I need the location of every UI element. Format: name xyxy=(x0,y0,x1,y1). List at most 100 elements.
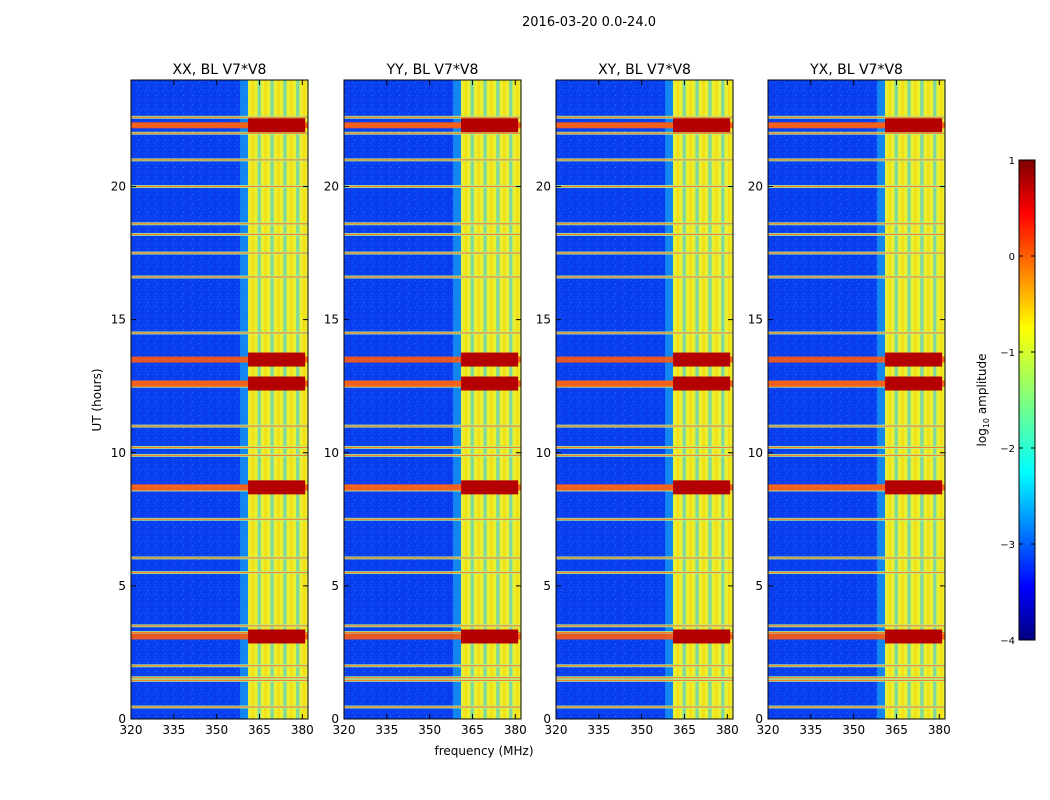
rfi-line-core xyxy=(768,631,945,633)
y-tick-label: 0 xyxy=(755,712,763,726)
rfi-line-core xyxy=(556,665,733,667)
rfi-line-core xyxy=(131,332,308,334)
colorbar-gradient xyxy=(1018,159,1036,641)
rfi-line-core xyxy=(344,276,521,278)
strong-rfi-line xyxy=(131,356,308,363)
band-column-core xyxy=(515,80,519,719)
y-tick-label: 15 xyxy=(748,313,763,327)
strong-rfi-line xyxy=(344,633,521,640)
heatmap-image xyxy=(131,80,308,719)
panel-title: XX, BL V7*V8 xyxy=(173,62,267,78)
rfi-line-core xyxy=(131,446,308,448)
rfi-line-core xyxy=(768,518,945,520)
strong-rfi-band xyxy=(885,352,943,367)
strong-rfi-band xyxy=(461,480,519,495)
y-tick-label: 10 xyxy=(748,446,763,460)
rfi-line-core xyxy=(344,572,521,574)
rfi-line-core xyxy=(556,446,733,448)
rfi-line-core xyxy=(556,625,733,627)
x-tick-label: 380 xyxy=(716,723,739,737)
x-tick-label: 350 xyxy=(418,723,441,737)
rfi-line-core xyxy=(131,252,308,254)
band-column-core xyxy=(702,80,705,719)
strong-rfi-line xyxy=(344,356,521,363)
strong-rfi-band xyxy=(673,118,731,133)
strong-rfi-line xyxy=(768,633,945,640)
x-axis-label: frequency (MHz) xyxy=(434,744,533,758)
x-tick-label: 365 xyxy=(885,723,908,737)
band-column-core xyxy=(888,80,892,719)
rfi-line-core xyxy=(131,186,308,187)
rfi-line-core xyxy=(131,425,308,427)
y-tick-label: 15 xyxy=(111,313,126,327)
rfi-line-core xyxy=(131,159,308,161)
band-edge xyxy=(877,80,888,719)
strong-rfi-band xyxy=(673,376,731,391)
y-tick-label: 0 xyxy=(331,712,339,726)
strong-rfi-band xyxy=(461,629,519,644)
rfi-line-core xyxy=(131,454,308,456)
band-edge xyxy=(240,80,251,719)
band-column-core xyxy=(464,80,468,719)
band-column-core xyxy=(676,80,680,719)
rfi-line-core xyxy=(131,679,308,681)
band-column-core xyxy=(490,80,493,719)
panel-xy: XY, BL V7*V8 320 335 350 365 380 0 5 10 15 20 xyxy=(536,62,739,737)
rfi-line-core xyxy=(131,233,308,235)
rfi-line-core xyxy=(131,625,308,627)
rfi-line-core xyxy=(344,223,521,225)
y-tick-label: 5 xyxy=(755,579,763,593)
strong-rfi-line xyxy=(768,122,945,129)
rfi-line-core xyxy=(556,454,733,456)
rfi-line-core xyxy=(344,425,521,427)
strong-rfi-band xyxy=(885,376,943,391)
y-tick-label: 20 xyxy=(536,180,551,194)
rfi-line-core xyxy=(131,116,308,118)
figure-title: 2016-03-20 0.0-24.0 xyxy=(522,15,656,30)
y-tick-label: 20 xyxy=(324,180,339,194)
rfi-line-core xyxy=(556,557,733,559)
rfi-line-core xyxy=(344,233,521,235)
strong-rfi-band xyxy=(461,352,519,367)
strong-rfi-band xyxy=(673,480,731,495)
band-column-core xyxy=(264,80,268,719)
rfi-line-core xyxy=(344,186,521,187)
x-tick-label: 335 xyxy=(375,723,398,737)
strong-rfi-band xyxy=(885,480,943,495)
strong-rfi-line xyxy=(556,122,733,129)
colorbar-tick-label: −2 xyxy=(1000,444,1015,455)
panel-title: YX, BL V7*V8 xyxy=(809,62,903,78)
band-column-core xyxy=(502,80,506,719)
strong-rfi-band xyxy=(248,480,306,495)
colorbar-tick-label: −3 xyxy=(1000,540,1015,551)
rfi-line-core xyxy=(131,223,308,225)
strong-rfi-line xyxy=(131,484,308,491)
axes-frame xyxy=(343,79,522,720)
rfi-line-core xyxy=(768,332,945,334)
strong-rfi-line xyxy=(131,122,308,129)
rfi-line-core xyxy=(131,665,308,667)
strong-rfi-band xyxy=(248,376,306,391)
panel-xx: XX, BL V7*V8 320 335 350 365 380 0 5 10 15 20 xyxy=(111,62,314,737)
y-tick-label: 5 xyxy=(543,579,551,593)
strong-rfi-line xyxy=(344,122,521,129)
rfi-line-core xyxy=(556,706,733,708)
x-tick-label: 320 xyxy=(545,723,568,737)
rfi-line-core xyxy=(556,116,733,118)
x-tick-label: 365 xyxy=(673,723,696,737)
rfi-line-core xyxy=(556,223,733,225)
band-edge xyxy=(665,80,676,719)
rfi-line-core xyxy=(344,631,521,633)
y-tick-label: 5 xyxy=(118,579,126,593)
band-column-core xyxy=(477,80,481,719)
colorbar: 1 0 −1 −2 −3 −4 log10 amplitude xyxy=(975,156,1036,647)
rfi-line-core xyxy=(768,677,945,679)
band-column-core xyxy=(914,80,917,719)
y-tick-label: 20 xyxy=(748,180,763,194)
strong-rfi-band xyxy=(248,352,306,367)
x-tick-label: 350 xyxy=(842,723,865,737)
axes-frame xyxy=(130,79,309,720)
x-tick-label: 380 xyxy=(504,723,527,737)
rfi-line-core xyxy=(768,557,945,559)
